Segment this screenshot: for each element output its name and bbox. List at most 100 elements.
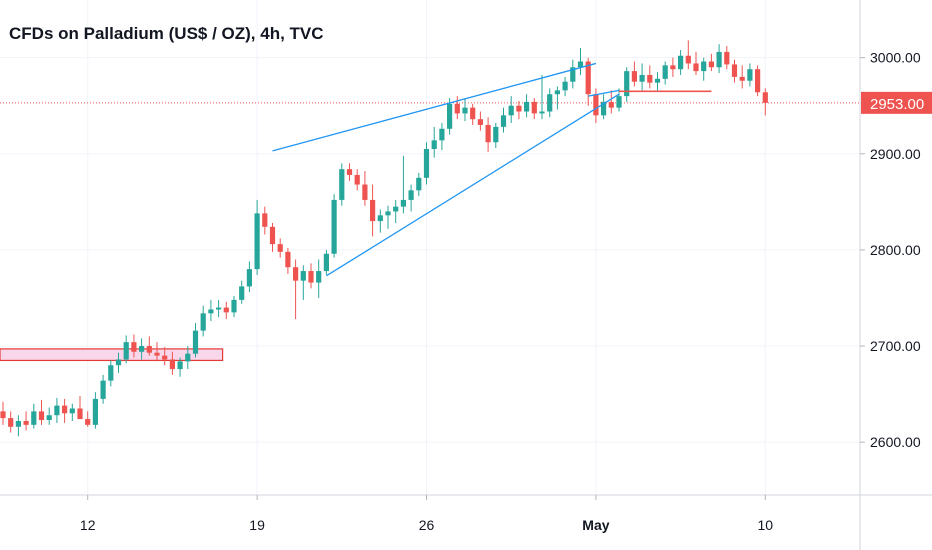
candle-body — [300, 271, 306, 281]
candle-body — [416, 177, 422, 191]
candle — [662, 61, 668, 85]
candle-body — [293, 267, 299, 281]
trendline[interactable] — [588, 89, 620, 97]
candle — [200, 305, 206, 337]
candle-body — [516, 105, 522, 112]
candle-body — [731, 64, 738, 77]
candle-body — [385, 211, 391, 216]
candle — [262, 206, 268, 235]
candle — [539, 74, 545, 120]
candle-body — [462, 107, 468, 114]
last-price-label: 2953.00 — [870, 96, 924, 113]
candle-body — [146, 346, 152, 353]
candle-body — [262, 213, 268, 227]
candle-body — [354, 174, 360, 185]
candle — [285, 247, 291, 274]
candle — [685, 40, 691, 70]
candle — [0, 401, 6, 425]
candle — [601, 94, 607, 120]
candle — [8, 411, 14, 433]
candle-body — [100, 380, 106, 399]
candle-body — [331, 199, 337, 254]
candle — [393, 199, 399, 223]
candle-body — [739, 76, 745, 81]
candle-body — [362, 184, 368, 200]
candle-body — [139, 346, 145, 352]
price-tick-label: 2600.00 — [870, 434, 921, 450]
candle — [731, 59, 738, 83]
candle — [431, 126, 437, 158]
candle — [223, 301, 229, 320]
candle — [316, 259, 322, 298]
candle-body — [377, 215, 383, 222]
candle — [562, 76, 568, 97]
candle-body — [38, 411, 45, 421]
trendline[interactable] — [272, 62, 597, 152]
candle — [454, 96, 460, 120]
price-tick-label: 2700.00 — [870, 338, 921, 354]
candle-body — [678, 55, 684, 70]
candle — [485, 117, 491, 152]
candle — [739, 65, 745, 89]
candle — [547, 88, 553, 118]
candle-body — [631, 71, 637, 82]
candle — [477, 111, 483, 131]
candle-body — [670, 65, 676, 70]
candle-body — [192, 330, 199, 354]
candle — [554, 86, 560, 110]
candle — [269, 222, 276, 252]
candle — [69, 403, 75, 421]
last-price-badge[interactable] — [861, 91, 932, 114]
candle — [755, 65, 761, 97]
candle-body — [15, 420, 21, 427]
candle — [139, 338, 145, 360]
candle-body — [639, 74, 645, 82]
candle — [308, 263, 314, 289]
candle — [708, 53, 714, 72]
candle-body — [400, 199, 406, 207]
candle-body — [762, 92, 768, 103]
drawings[interactable] — [272, 62, 712, 277]
candle-body — [608, 101, 614, 108]
trendline[interactable] — [326, 93, 620, 277]
time-tick-label: 19 — [249, 517, 265, 533]
candle-body — [285, 251, 291, 268]
candle-body — [316, 271, 322, 283]
candle-body — [601, 101, 607, 116]
grid — [0, 0, 860, 495]
time-axis[interactable]: 12 19 26 May 10 — [0, 494, 932, 533]
candle-body — [477, 119, 483, 125]
candle-body — [216, 307, 222, 310]
candle — [54, 397, 60, 423]
time-tick-label: 12 — [80, 517, 96, 533]
candle-body — [454, 103, 460, 114]
candle — [239, 280, 245, 304]
candle-body — [31, 411, 37, 425]
candle — [508, 96, 514, 124]
candle — [593, 88, 599, 124]
price-axis[interactable]: 2600.00 2700.00 2800.00 2900.00 3000.00 2953.… — [859, 0, 932, 550]
candle — [647, 65, 653, 89]
candle-body — [154, 352, 160, 356]
candle — [524, 94, 530, 118]
candle — [185, 346, 191, 370]
candle — [346, 163, 353, 181]
candle — [169, 351, 175, 375]
candle — [177, 357, 183, 377]
candle — [670, 57, 676, 77]
candle-body — [647, 74, 653, 83]
time-tick-label: May — [582, 517, 609, 533]
candle — [323, 249, 329, 275]
candle — [331, 194, 337, 258]
candle-body — [177, 361, 183, 370]
candle — [77, 396, 83, 420]
time-tick-label: 26 — [419, 517, 435, 533]
chart-title: CFDs on Palladium (US$ / OZ), 4h, TVC — [9, 24, 324, 43]
candle-body — [269, 226, 276, 245]
candle-body — [370, 199, 376, 222]
candle-body — [493, 126, 499, 143]
candle — [339, 163, 345, 206]
candle — [277, 238, 283, 258]
candle-body — [447, 103, 453, 129]
candle — [123, 335, 129, 364]
